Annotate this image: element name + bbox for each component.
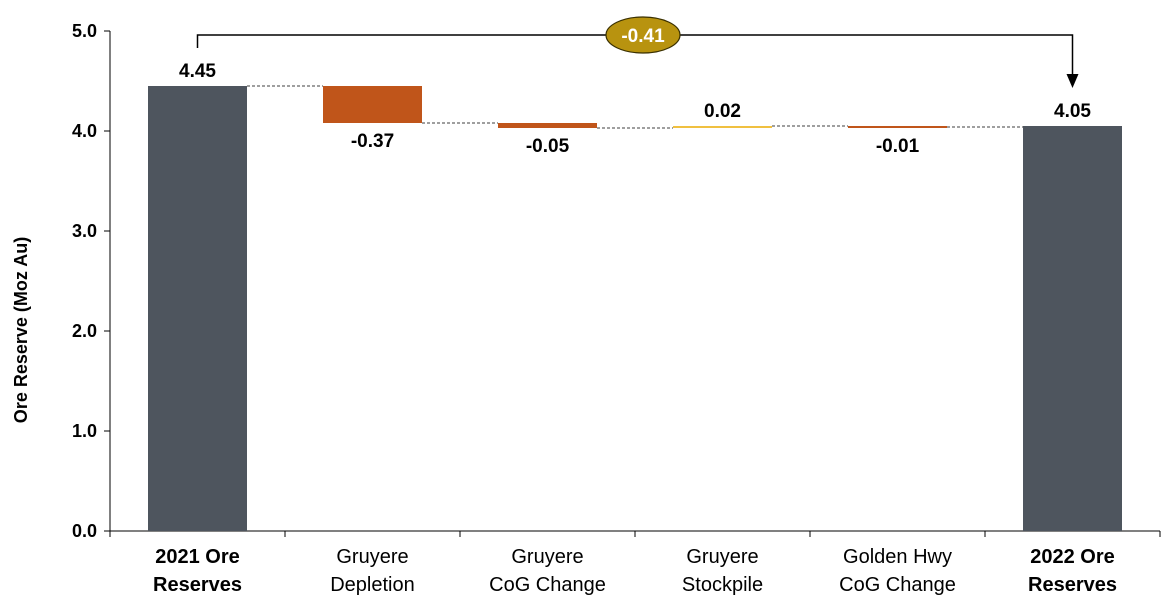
- category-label: Depletion: [330, 574, 415, 596]
- y-axis-label: Ore Reserve (Moz Au): [11, 237, 31, 423]
- category-label: Reserves: [1028, 574, 1117, 596]
- bar: [148, 86, 247, 531]
- category-label: Gruyere: [686, 546, 758, 568]
- axes: 0.0 1.0 2.0 3.0 4.0 5.0: [72, 21, 1161, 541]
- net-change-badge: [605, 16, 681, 54]
- y-tick-label: 2.0: [72, 321, 97, 341]
- category-label: 2021 Ore: [155, 546, 240, 568]
- bar: [323, 86, 422, 123]
- y-tick-label: 3.0: [72, 221, 97, 241]
- bar: [673, 126, 772, 128]
- y-tick-label: 4.0: [72, 121, 97, 141]
- net-change-label: -0.41: [621, 26, 665, 47]
- data-label: -0.05: [526, 136, 570, 157]
- category-label: Reserves: [153, 574, 242, 596]
- connector-lines: [247, 85, 1023, 129]
- category-label: Gruyere: [336, 546, 408, 568]
- category-label: CoG Change: [839, 574, 956, 596]
- category-labels: 2021 Ore Reserves Gruyere Depletion Gruyere C…: [153, 546, 1117, 596]
- bar: [848, 126, 947, 128]
- y-tick-label: 1.0: [72, 421, 97, 441]
- data-label: -0.37: [351, 131, 394, 152]
- data-label: 4.05: [1054, 101, 1091, 122]
- bar: [1023, 126, 1122, 531]
- category-label: CoG Change: [489, 574, 606, 596]
- data-label: -0.01: [876, 136, 920, 157]
- category-label: Gruyere: [511, 546, 583, 568]
- data-label: 0.02: [704, 101, 741, 122]
- bar: [498, 123, 597, 128]
- data-label: 4.45: [179, 61, 216, 82]
- net-change-annotation: -0.41: [196, 16, 1079, 88]
- category-label: 2022 Ore: [1030, 546, 1115, 568]
- y-tick-label: 5.0: [72, 21, 97, 41]
- category-label: Golden Hwy: [843, 546, 952, 568]
- category-label: Stockpile: [682, 574, 763, 596]
- data-labels: 4.45 -0.37 -0.05 0.02 -0.01 4.05: [179, 61, 1091, 157]
- y-tick-label: 0.0: [72, 521, 97, 541]
- arrow-head-icon: [1066, 74, 1079, 88]
- bars: [148, 86, 1122, 531]
